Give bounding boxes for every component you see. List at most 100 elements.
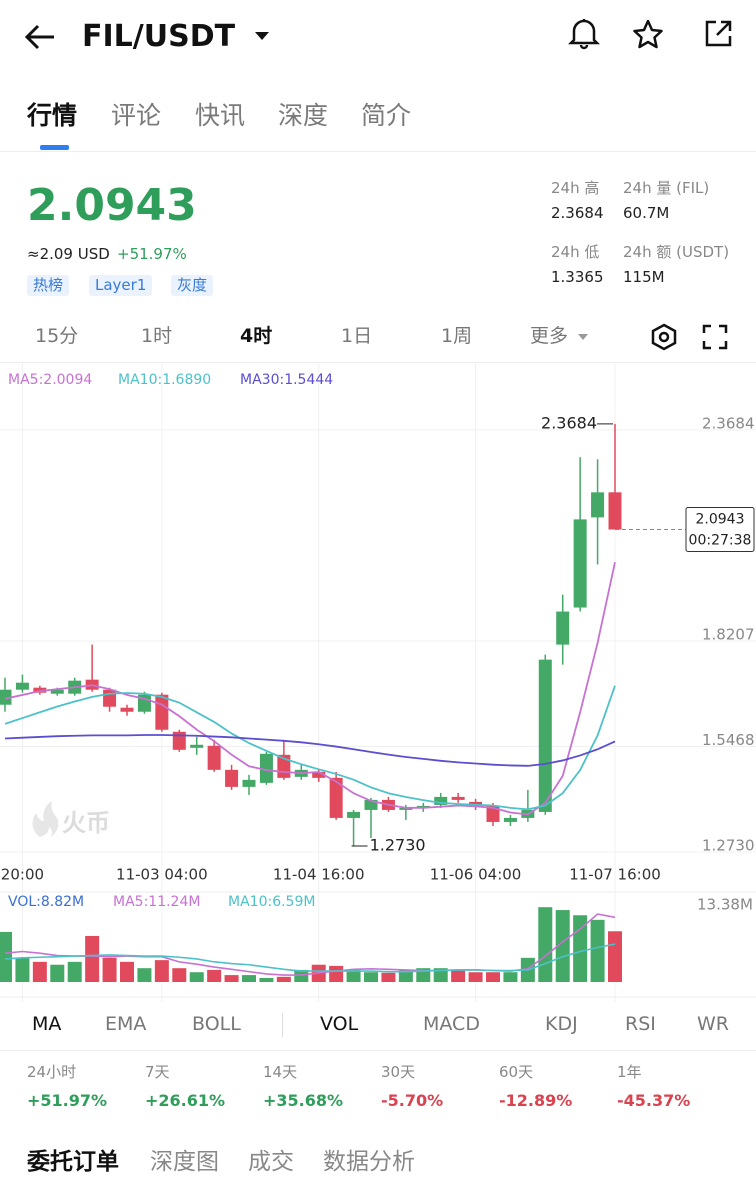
volume-bar (137, 968, 152, 982)
indicator[interactable]: MACD (423, 1013, 480, 1035)
y-tick-label: 1.5468 (702, 731, 755, 749)
last-price-box (685, 507, 755, 553)
settings-icon[interactable] (650, 323, 678, 351)
volume-bar (364, 972, 378, 982)
tag[interactable]: 热榜 (27, 275, 70, 296)
usd-price: ≈2.09 USD (27, 245, 110, 263)
favorite-icon[interactable] (632, 18, 664, 50)
stat-value: 115M (623, 268, 665, 286)
ma-line (4, 685, 616, 811)
tab[interactable]: 深度 (278, 101, 329, 130)
volume-ma-line (4, 943, 616, 973)
volume-bar (381, 972, 396, 982)
stat-value: 1.3365 (551, 268, 604, 286)
dropdown-icon[interactable] (254, 30, 270, 42)
candle-body (103, 689, 117, 707)
candle-body (451, 796, 465, 800)
alert-icon[interactable] (568, 16, 600, 50)
stat-label: 24h 高 (551, 179, 600, 197)
bottom-tab[interactable]: 数据分析 (323, 1149, 415, 1175)
interval[interactable]: 1时 (141, 325, 173, 347)
candle-body (259, 753, 273, 783)
watermark: 火币 (62, 809, 110, 837)
indicator[interactable]: EMA (105, 1013, 147, 1035)
volume-bar (189, 972, 204, 982)
interval[interactable]: 1日 (341, 325, 373, 347)
tab[interactable]: 行情 (27, 101, 78, 130)
period-change: +26.61% (145, 1091, 226, 1110)
volume-bar (120, 961, 134, 982)
indicator[interactable]: BOLL (192, 1013, 241, 1035)
stat-label: 24h 量 (FIL) (623, 179, 710, 197)
back-button[interactable] (22, 22, 58, 52)
tag[interactable]: Layer1 (89, 275, 153, 296)
volume-bar (608, 931, 622, 982)
indicator[interactable]: KDJ (545, 1013, 578, 1035)
separator (282, 1013, 283, 1037)
volume-bar (486, 972, 500, 982)
min-label: 1.2730 (370, 835, 426, 854)
countdown: 00:27:38 (689, 533, 752, 549)
volume-bar (154, 960, 169, 982)
tab[interactable]: 评论 (111, 101, 162, 130)
volume-bar (276, 976, 291, 982)
divider (0, 151, 756, 152)
bottom-tab[interactable]: 成交 (248, 1149, 294, 1175)
bottom-tab[interactable]: 委托订单 (27, 1149, 119, 1175)
period-label: 30天 (381, 1063, 416, 1081)
indicator[interactable]: WR (697, 1013, 729, 1035)
y2-tick-label: 13.38M (697, 896, 753, 914)
tag[interactable]: 灰度 (171, 275, 214, 296)
ma-line (4, 562, 616, 816)
candle-body (347, 811, 361, 818)
candle-body (434, 796, 448, 805)
volume-bar (207, 969, 222, 982)
pair-title[interactable]: FIL/USDT (82, 19, 236, 54)
candle-body (399, 807, 413, 810)
candle-body (50, 689, 64, 694)
x-tick-label: 11-07 16:00 (569, 866, 661, 884)
divider (0, 362, 756, 363)
period-label: 14天 (263, 1063, 298, 1081)
y-tick-label: 1.2730 (702, 836, 755, 854)
interval[interactable]: 更多 (530, 325, 569, 347)
interval[interactable]: 1周 (441, 325, 473, 347)
volume-bar (451, 969, 466, 982)
volume-bar (102, 957, 117, 982)
tab-indicator (40, 145, 69, 150)
period-change: -45.37% (617, 1091, 691, 1110)
volume-bar (468, 972, 483, 982)
candle-body (538, 659, 552, 812)
volume-bar (32, 961, 47, 982)
volume-bar (555, 910, 570, 982)
x-tick-label: 11-03 04:00 (116, 866, 208, 884)
fullscreen-icon[interactable] (702, 324, 728, 350)
volume-bar (433, 968, 448, 982)
indicator[interactable]: RSI (625, 1013, 656, 1035)
tab[interactable]: 快讯 (195, 101, 246, 130)
tab[interactable]: 简介 (361, 101, 412, 130)
stat-label: 24h 低 (551, 243, 600, 261)
candle-body (207, 745, 221, 770)
candle-body (242, 779, 256, 787)
candle-body (329, 777, 343, 818)
bottom-tab[interactable]: 深度图 (150, 1149, 219, 1175)
volume-bar (242, 975, 256, 982)
interval[interactable]: 4时 (240, 325, 273, 347)
y-tick-label: 2.3684 (702, 414, 755, 432)
candle-body (312, 771, 326, 778)
indicator[interactable]: VOL (320, 1013, 359, 1035)
volume-bar (503, 972, 518, 982)
volume-bar (67, 961, 82, 982)
candle-body (15, 682, 29, 690)
ma-legend: MA30:1.5444 (240, 372, 333, 388)
candle-body (0, 689, 12, 705)
volume-bar (398, 969, 413, 982)
more-caret (578, 334, 588, 340)
period-change: +51.97% (27, 1091, 108, 1110)
interval[interactable]: 15分 (35, 325, 79, 347)
share-icon[interactable] (702, 18, 734, 50)
indicator[interactable]: MA (32, 1013, 62, 1035)
divider (0, 1050, 756, 1051)
